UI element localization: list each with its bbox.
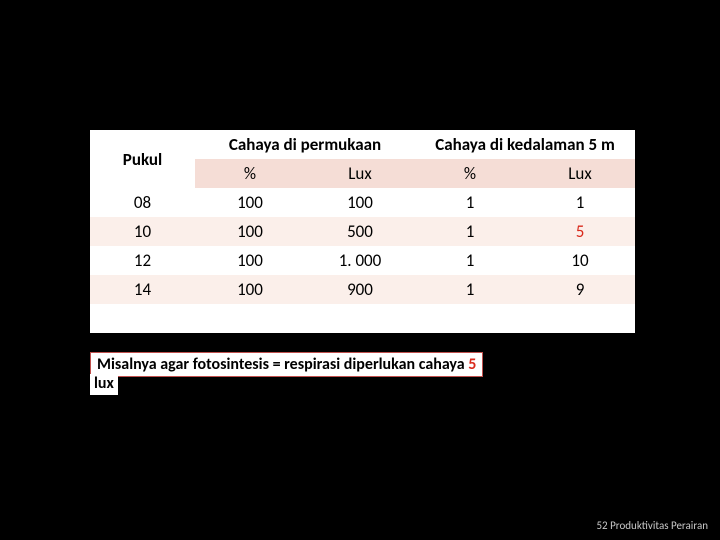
subheader-depth-lux: Lux <box>525 159 635 188</box>
header-depth: Cahaya di kedalaman 5 m <box>415 130 635 159</box>
cell-depth-pct: 1 <box>415 275 525 304</box>
subheader-depth-pct: % <box>415 159 525 188</box>
header-surface: Cahaya di permukaan <box>195 130 415 159</box>
note-accent: 5 <box>468 355 476 374</box>
table-row: 12 100 1. 000 1 10 <box>90 246 635 275</box>
cell-time: 10 <box>90 217 195 246</box>
cell-surface-lux: 500 <box>305 217 415 246</box>
cell-surface-pct: 100 <box>195 246 305 275</box>
cell-depth-pct: 1 <box>415 188 525 217</box>
table-row: 10 100 500 1 5 <box>90 217 635 246</box>
cell-depth-lux: 1 <box>525 188 635 217</box>
header-time: Pukul <box>90 130 195 188</box>
cell-surface-lux: 100 <box>305 188 415 217</box>
cell-depth-lux: 10 <box>525 246 635 275</box>
cell-time: 12 <box>90 246 195 275</box>
table-row: 08 100 100 1 1 <box>90 188 635 217</box>
cell-time: 14 <box>90 275 195 304</box>
cell-surface-lux: 900 <box>305 275 415 304</box>
note-tail: lux <box>90 374 118 395</box>
table-row-empty <box>90 304 635 333</box>
subheader-surface-lux: Lux <box>305 159 415 188</box>
cell-surface-lux: 1. 000 <box>305 246 415 275</box>
note-prefix: Misalnya agar fotosintesis = respirasi d… <box>97 355 468 374</box>
cell-depth-pct: 1 <box>415 217 525 246</box>
cell-surface-pct: 100 <box>195 217 305 246</box>
table-row: 14 100 900 1 9 <box>90 275 635 304</box>
cell-depth-pct: 1 <box>415 246 525 275</box>
light-table: Pukul Cahaya di permukaan Cahaya di keda… <box>90 130 635 333</box>
subheader-surface-pct: % <box>195 159 305 188</box>
slide-footer: 52 Produktivitas Perairan <box>596 519 708 532</box>
table-header-row: Pukul Cahaya di permukaan Cahaya di keda… <box>90 130 635 159</box>
cell-depth-lux: 5 <box>525 217 635 246</box>
cell-surface-pct: 100 <box>195 275 305 304</box>
cell-surface-pct: 100 <box>195 188 305 217</box>
note-text: Misalnya agar fotosintesis = respirasi d… <box>90 352 483 377</box>
cell-depth-lux: 9 <box>525 275 635 304</box>
cell-time: 08 <box>90 188 195 217</box>
note-container: Misalnya agar fotosintesis = respirasi d… <box>90 355 635 393</box>
